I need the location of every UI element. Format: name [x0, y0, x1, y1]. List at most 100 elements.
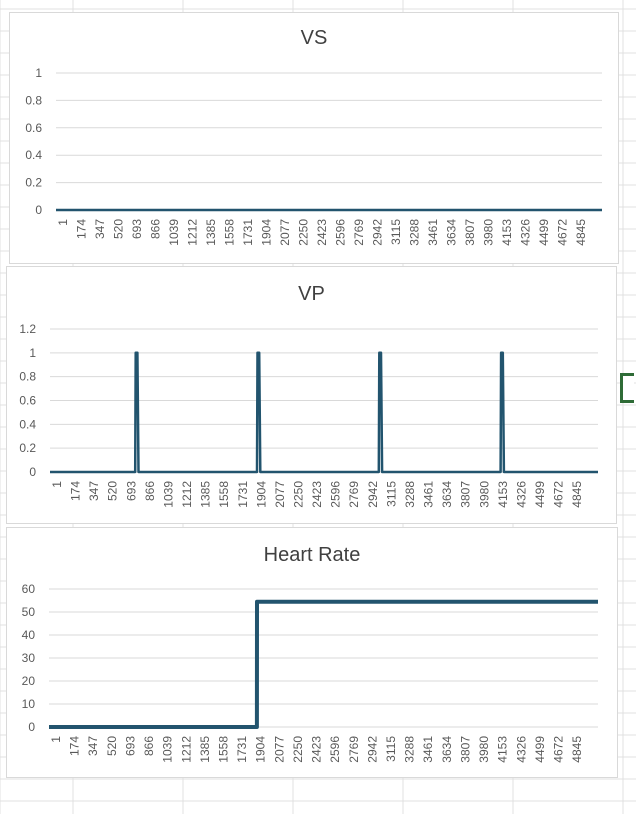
- x-tick-label: 4845: [574, 219, 588, 246]
- x-tick-label: 1: [50, 481, 64, 488]
- y-tick-label: 60: [22, 582, 36, 596]
- x-tick-label: 3980: [482, 219, 496, 246]
- y-tick-label: 40: [22, 628, 36, 642]
- y-tick-label: 0.4: [25, 148, 42, 162]
- x-tick-label: 2250: [291, 736, 305, 763]
- x-tick-label: 3288: [403, 736, 417, 763]
- x-tick-label: 3634: [440, 481, 454, 508]
- x-tick-label: 4499: [537, 219, 551, 246]
- x-tick-label: 520: [106, 481, 120, 501]
- y-tick-label: 0.6: [25, 121, 42, 135]
- x-tick-label: 4672: [551, 736, 565, 763]
- x-tick-label: 174: [75, 219, 89, 239]
- x-tick-label: 4672: [556, 219, 570, 246]
- y-tick-label: 50: [22, 605, 36, 619]
- x-tick-label: 2077: [278, 219, 292, 246]
- x-tick-label: 1904: [254, 736, 268, 763]
- x-tick-label: 1385: [204, 219, 218, 246]
- y-tick-label: 30: [22, 651, 36, 665]
- heart-rate-chart[interactable]: Heart Rate 0 10 20 30 40 50 60 1 174 347 520 693 866…: [6, 527, 618, 778]
- x-tick-label: 4326: [514, 481, 528, 508]
- x-tick-label: 1039: [161, 481, 175, 508]
- x-tick-label: 4845: [570, 481, 584, 508]
- x-tick-label: 4326: [514, 736, 528, 763]
- vp-chart[interactable]: VP 0 0.2 0.4 0.6 0.8 1 1.2 1 174 347 520 693 866 1039…: [6, 266, 617, 524]
- x-tick-label: 3980: [477, 481, 491, 508]
- series-line: [50, 351, 598, 474]
- chart-title: VP: [298, 283, 325, 305]
- x-tick-label: 3115: [384, 736, 398, 762]
- x-tick-label: 4845: [570, 736, 584, 763]
- x-tick-label: 1039: [167, 219, 181, 246]
- x-tick-label: 1039: [161, 736, 175, 763]
- x-tick-label: 1385: [199, 481, 213, 508]
- x-tick-label: 4153: [500, 219, 514, 246]
- x-tick-label: 3288: [408, 219, 422, 246]
- x-tick-label: 2250: [291, 481, 305, 508]
- x-tick-label: 1558: [223, 219, 237, 246]
- heart-rate-plot: 0 10 20 30 40 50 60 1 174 347 520 693 866 1039 1212 138…: [22, 582, 598, 763]
- x-tick-label: 520: [105, 736, 119, 756]
- vs-chart[interactable]: VS 0 0.2 0.4 0.6 0.8 1 1 174 347 520 693 866 1039 121…: [9, 12, 619, 264]
- x-tick-label: 4153: [496, 481, 510, 508]
- x-tick-label: 347: [86, 736, 100, 756]
- x-tick-label: 2769: [347, 481, 361, 508]
- x-tick-label: 693: [123, 736, 137, 756]
- x-tick-label: 1212: [186, 219, 200, 246]
- x-tick-label: 2423: [315, 219, 329, 246]
- x-tick-label: 1731: [235, 736, 249, 763]
- x-tick-label: 3634: [445, 219, 459, 246]
- x-tick-label: 2942: [366, 481, 380, 508]
- x-tick-label: 4499: [533, 481, 547, 508]
- y-tick-label: 0: [28, 720, 35, 734]
- vp-plot: 0 0.2 0.4 0.6 0.8 1 1.2 1 174 347 520 693 866 1039 121…: [19, 322, 598, 508]
- y-tick-label: 10: [22, 697, 36, 711]
- x-tick-label: 1385: [198, 736, 212, 763]
- x-tick-label: 347: [87, 481, 101, 501]
- x-tick-label: 2769: [352, 219, 366, 246]
- x-tick-label: 3461: [426, 219, 440, 246]
- y-tick-label: 0.6: [19, 394, 36, 408]
- x-tick-label: 3807: [458, 736, 472, 763]
- chart-title: VS: [300, 27, 328, 49]
- x-tick-label: 4499: [533, 736, 547, 763]
- x-tick-label: 3115: [389, 219, 403, 245]
- x-tick-label: 2596: [329, 481, 343, 508]
- x-tick-label: 1212: [180, 481, 194, 508]
- x-tick-label: 1731: [236, 481, 250, 508]
- x-tick-label: 1558: [216, 736, 230, 763]
- selection-handle[interactable]: [620, 373, 634, 403]
- x-tick-label: 2077: [273, 481, 287, 508]
- x-tick-label: 3115: [384, 481, 398, 507]
- y-tick-label: 0.8: [19, 370, 36, 384]
- y-tick-label: 0.2: [19, 441, 36, 455]
- x-tick-label: 174: [69, 481, 83, 501]
- x-tick-label: 1212: [179, 736, 193, 763]
- y-tick-label: 1: [35, 66, 42, 80]
- x-tick-label: 2769: [347, 736, 361, 763]
- x-tick-label: 866: [143, 481, 157, 501]
- x-tick-label: 1: [49, 736, 63, 743]
- x-tick-label: 2596: [328, 736, 342, 763]
- x-tick-label: 4153: [496, 736, 510, 763]
- x-tick-label: 174: [68, 736, 82, 756]
- y-tick-label: 0.4: [19, 417, 36, 431]
- x-tick-label: 1731: [241, 219, 255, 246]
- chart-title: Heart Rate: [263, 544, 361, 566]
- x-tick-label: 4326: [519, 219, 533, 246]
- x-tick-label: 3461: [422, 481, 436, 508]
- series-line: [49, 599, 598, 729]
- x-tick-label: 2423: [310, 481, 324, 508]
- x-tick-label: 3807: [463, 219, 477, 246]
- y-tick-label: 0.8: [25, 93, 42, 107]
- x-tick-label: 693: [124, 481, 138, 501]
- x-tick-label: 866: [149, 219, 163, 239]
- x-tick-label: 347: [93, 219, 107, 239]
- x-tick-label: 1: [56, 219, 70, 226]
- x-tick-label: 520: [112, 219, 126, 239]
- y-tick-label: 0: [35, 203, 42, 217]
- y-tick-label: 20: [22, 674, 36, 688]
- x-tick-label: 2942: [371, 219, 385, 246]
- x-tick-label: 2596: [334, 219, 348, 246]
- y-tick-label: 1: [29, 346, 36, 360]
